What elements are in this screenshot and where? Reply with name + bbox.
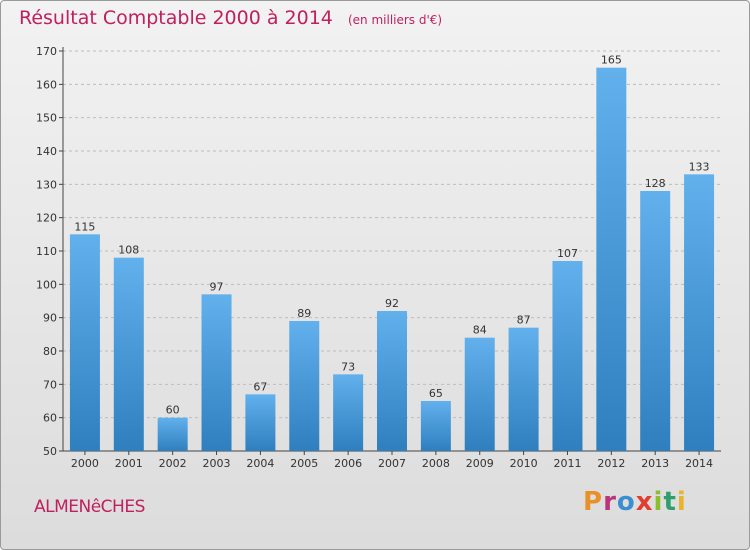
- x-tick-label: 2012: [597, 457, 625, 470]
- y-tick-label: 170: [36, 45, 57, 58]
- y-tick-label: 140: [36, 145, 57, 158]
- y-tick-label: 100: [36, 278, 57, 291]
- data-label: 108: [118, 244, 139, 257]
- data-label: 133: [689, 160, 710, 173]
- x-tick-label: 2001: [115, 457, 143, 470]
- brand-letter: x: [635, 487, 654, 517]
- y-tick-label: 120: [36, 212, 57, 225]
- data-label: 97: [210, 280, 224, 293]
- bar-2002[interactable]: [157, 417, 188, 451]
- labels: 50 60 70 80 90 100 110 120 130 140 150 160 170 115 200…: [36, 45, 713, 470]
- x-tick-label: 2013: [641, 457, 669, 470]
- bar-2003[interactable]: [201, 294, 232, 451]
- bar-2012[interactable]: [596, 67, 627, 452]
- chart-subtitle: (en milliers d'€): [347, 13, 443, 27]
- bar-2004[interactable]: [245, 394, 276, 451]
- x-tick-label: 2009: [466, 457, 494, 470]
- bar-2009[interactable]: [464, 337, 495, 451]
- data-label: 87: [517, 314, 531, 327]
- x-tick-label: 2007: [378, 457, 406, 470]
- y-tick-label: 130: [36, 178, 57, 191]
- data-label: 60: [166, 404, 180, 417]
- y-tick-label: 80: [43, 345, 57, 358]
- data-label: 128: [645, 177, 666, 190]
- data-label: 84: [473, 324, 487, 337]
- brand-letter: t: [663, 487, 677, 517]
- data-label: 165: [601, 54, 622, 67]
- x-tick-label: 2010: [510, 457, 538, 470]
- x-tick-label: 2002: [159, 457, 187, 470]
- y-tick-label: 70: [43, 378, 57, 391]
- bar-2000[interactable]: [69, 234, 100, 451]
- bar-2006[interactable]: [333, 374, 364, 451]
- data-label: 65: [429, 387, 443, 400]
- bar-2014[interactable]: [684, 174, 715, 452]
- x-tick-label: 2014: [685, 457, 713, 470]
- data-label: 115: [74, 220, 95, 233]
- bar-2010[interactable]: [508, 327, 539, 451]
- y-tick-label: 160: [36, 78, 57, 91]
- y-tick-label: 150: [36, 112, 57, 125]
- x-tick-label: 2008: [422, 457, 450, 470]
- bar-2008[interactable]: [420, 401, 451, 451]
- y-tick-label: 50: [43, 445, 57, 458]
- brand-letter: i: [676, 487, 687, 517]
- x-tick-label: 2004: [246, 457, 274, 470]
- chart-title: Résultat Comptable 2000 à 2014: [19, 7, 333, 29]
- bar-2001[interactable]: [113, 257, 144, 451]
- location-name: ALMENêCHES: [34, 497, 145, 517]
- brand-letter: r: [603, 487, 617, 517]
- y-tick-label: 110: [36, 245, 57, 258]
- data-label: 67: [253, 380, 267, 393]
- x-tick-label: 2000: [71, 457, 99, 470]
- x-tick-label: 2006: [334, 457, 362, 470]
- bars: [69, 67, 715, 452]
- bar-2007[interactable]: [377, 311, 407, 451]
- bar-2005[interactable]: [289, 321, 320, 451]
- brand-letter: i: [653, 487, 664, 517]
- data-label: 89: [297, 307, 311, 320]
- data-label: 92: [385, 297, 399, 310]
- x-tick-label: 2003: [203, 457, 231, 470]
- data-label: 107: [557, 247, 578, 260]
- y-tick-label: 90: [43, 312, 57, 325]
- x-tick-label: 2011: [553, 457, 581, 470]
- brand-letter: P: [583, 487, 604, 517]
- data-label: 73: [341, 360, 355, 373]
- bar-2011[interactable]: [552, 261, 583, 451]
- brand-letter: o: [616, 487, 636, 517]
- y-tick-label: 60: [43, 412, 57, 425]
- bar-2013[interactable]: [640, 191, 671, 451]
- title-row: Résultat Comptable 2000 à 2014 (en milli…: [19, 7, 442, 29]
- brand-logo[interactable]: Proxiti: [583, 487, 687, 517]
- x-tick-label: 2005: [290, 457, 318, 470]
